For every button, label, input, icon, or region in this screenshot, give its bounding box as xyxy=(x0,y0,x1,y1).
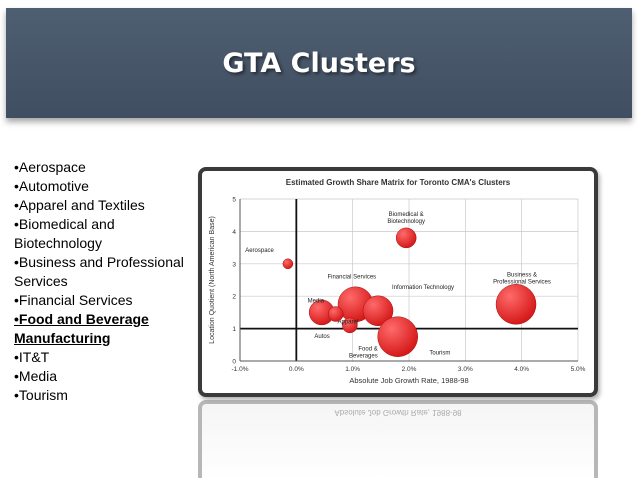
slide-title: GTA Clusters xyxy=(222,48,416,79)
chart-title: Estimated Growth Share Matrix for Toront… xyxy=(286,178,511,187)
cluster-item: •Automotive xyxy=(14,178,89,194)
bubble-label: Autos xyxy=(314,334,329,340)
bubble-label: Business & Professional Services xyxy=(493,272,551,285)
title-bar: GTA Clusters xyxy=(6,8,632,118)
chart-reflection: Absolute Job Growth Rate, 1988-98 xyxy=(198,400,598,478)
cluster-item: •Business and Professional Services xyxy=(14,254,184,289)
cluster-item: •Tourism xyxy=(14,387,68,403)
x-tick-label: 4.0% xyxy=(514,366,529,373)
cluster-item: •Media xyxy=(14,368,58,384)
chart-frame: Estimated Growth Share Matrix for Toront… xyxy=(198,167,598,397)
bubble-label: Information Technology xyxy=(392,285,454,291)
x-tick-label: 5.0% xyxy=(571,366,586,373)
x-tick-label: 1.0% xyxy=(345,366,360,373)
y-axis-label: Location Quotient (North American Base) xyxy=(209,216,216,344)
y-tick-label: 4 xyxy=(232,229,236,236)
bubble xyxy=(342,317,358,334)
cluster-item: •Biomedical and Biotechnology xyxy=(14,216,115,251)
bubble xyxy=(282,258,294,270)
cluster-item: •Food and Beverage Manufacturing xyxy=(14,311,149,346)
bubble-label: Biomedical & Biotechnology xyxy=(387,212,425,225)
x-tick-label: 3.0% xyxy=(458,366,473,373)
y-tick-label: 0 xyxy=(232,359,236,366)
cluster-item: •Financial Services xyxy=(14,292,133,308)
bubble-label: Apparel xyxy=(338,319,359,325)
cluster-item: •Apparel and Textiles xyxy=(14,197,145,213)
x-tick-label: -1.0% xyxy=(232,366,249,373)
cluster-item: •IT&T xyxy=(14,349,50,365)
bubble-label: Food & Beverages xyxy=(349,347,378,360)
reflection-label: Absolute Job Growth Rate, 1988-98 xyxy=(334,408,462,417)
y-tick-label: 3 xyxy=(232,261,236,268)
bubble xyxy=(495,284,537,325)
cluster-item: •Aerospace xyxy=(14,159,86,175)
bubble xyxy=(328,306,344,322)
y-tick-label: 5 xyxy=(232,197,236,204)
y-tick-label: 2 xyxy=(232,294,236,301)
x-tick-label: 2.0% xyxy=(402,366,417,373)
bubble-label: Media xyxy=(308,298,325,304)
x-tick-label: 0.0% xyxy=(289,366,304,373)
bubble-label: Financial Services xyxy=(327,274,376,280)
bubble xyxy=(362,295,394,327)
cluster-list: •Aerospace •Automotive •Apparel and Textil… xyxy=(14,158,189,405)
bubble xyxy=(395,227,417,249)
growth-share-chart: Estimated Growth Share Matrix for Toront… xyxy=(209,178,586,385)
bubble xyxy=(377,316,418,357)
bubble-label: Aerospace xyxy=(245,248,274,254)
y-tick-label: 1 xyxy=(232,326,236,333)
bubble-label: Tourism xyxy=(429,351,450,357)
x-axis-label: Absolute Job Growth Rate, 1988-98 xyxy=(349,376,468,385)
